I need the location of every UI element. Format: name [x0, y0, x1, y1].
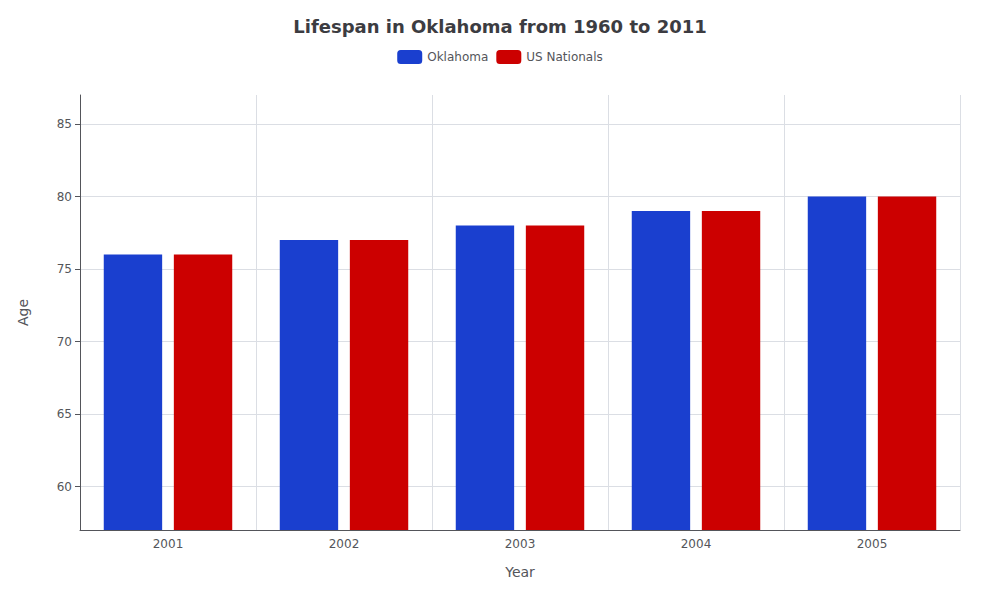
svg-text:80: 80: [57, 190, 72, 204]
svg-text:65: 65: [57, 407, 72, 421]
svg-text:2004: 2004: [681, 537, 712, 551]
svg-text:70: 70: [57, 335, 72, 349]
svg-text:Lifespan in Oklahoma from 1960: Lifespan in Oklahoma from 1960 to 2011: [293, 16, 707, 37]
svg-text:60: 60: [57, 480, 72, 494]
svg-text:2003: 2003: [505, 537, 536, 551]
svg-text:Age: Age: [15, 299, 31, 326]
svg-text:2002: 2002: [329, 537, 360, 551]
svg-text:85: 85: [57, 117, 72, 131]
svg-text:Oklahoma: Oklahoma: [427, 50, 488, 64]
svg-text:75: 75: [57, 262, 72, 276]
svg-text:Year: Year: [504, 564, 535, 580]
svg-text:2001: 2001: [153, 537, 184, 551]
svg-text:2005: 2005: [857, 537, 888, 551]
svg-text:US Nationals: US Nationals: [526, 50, 602, 64]
